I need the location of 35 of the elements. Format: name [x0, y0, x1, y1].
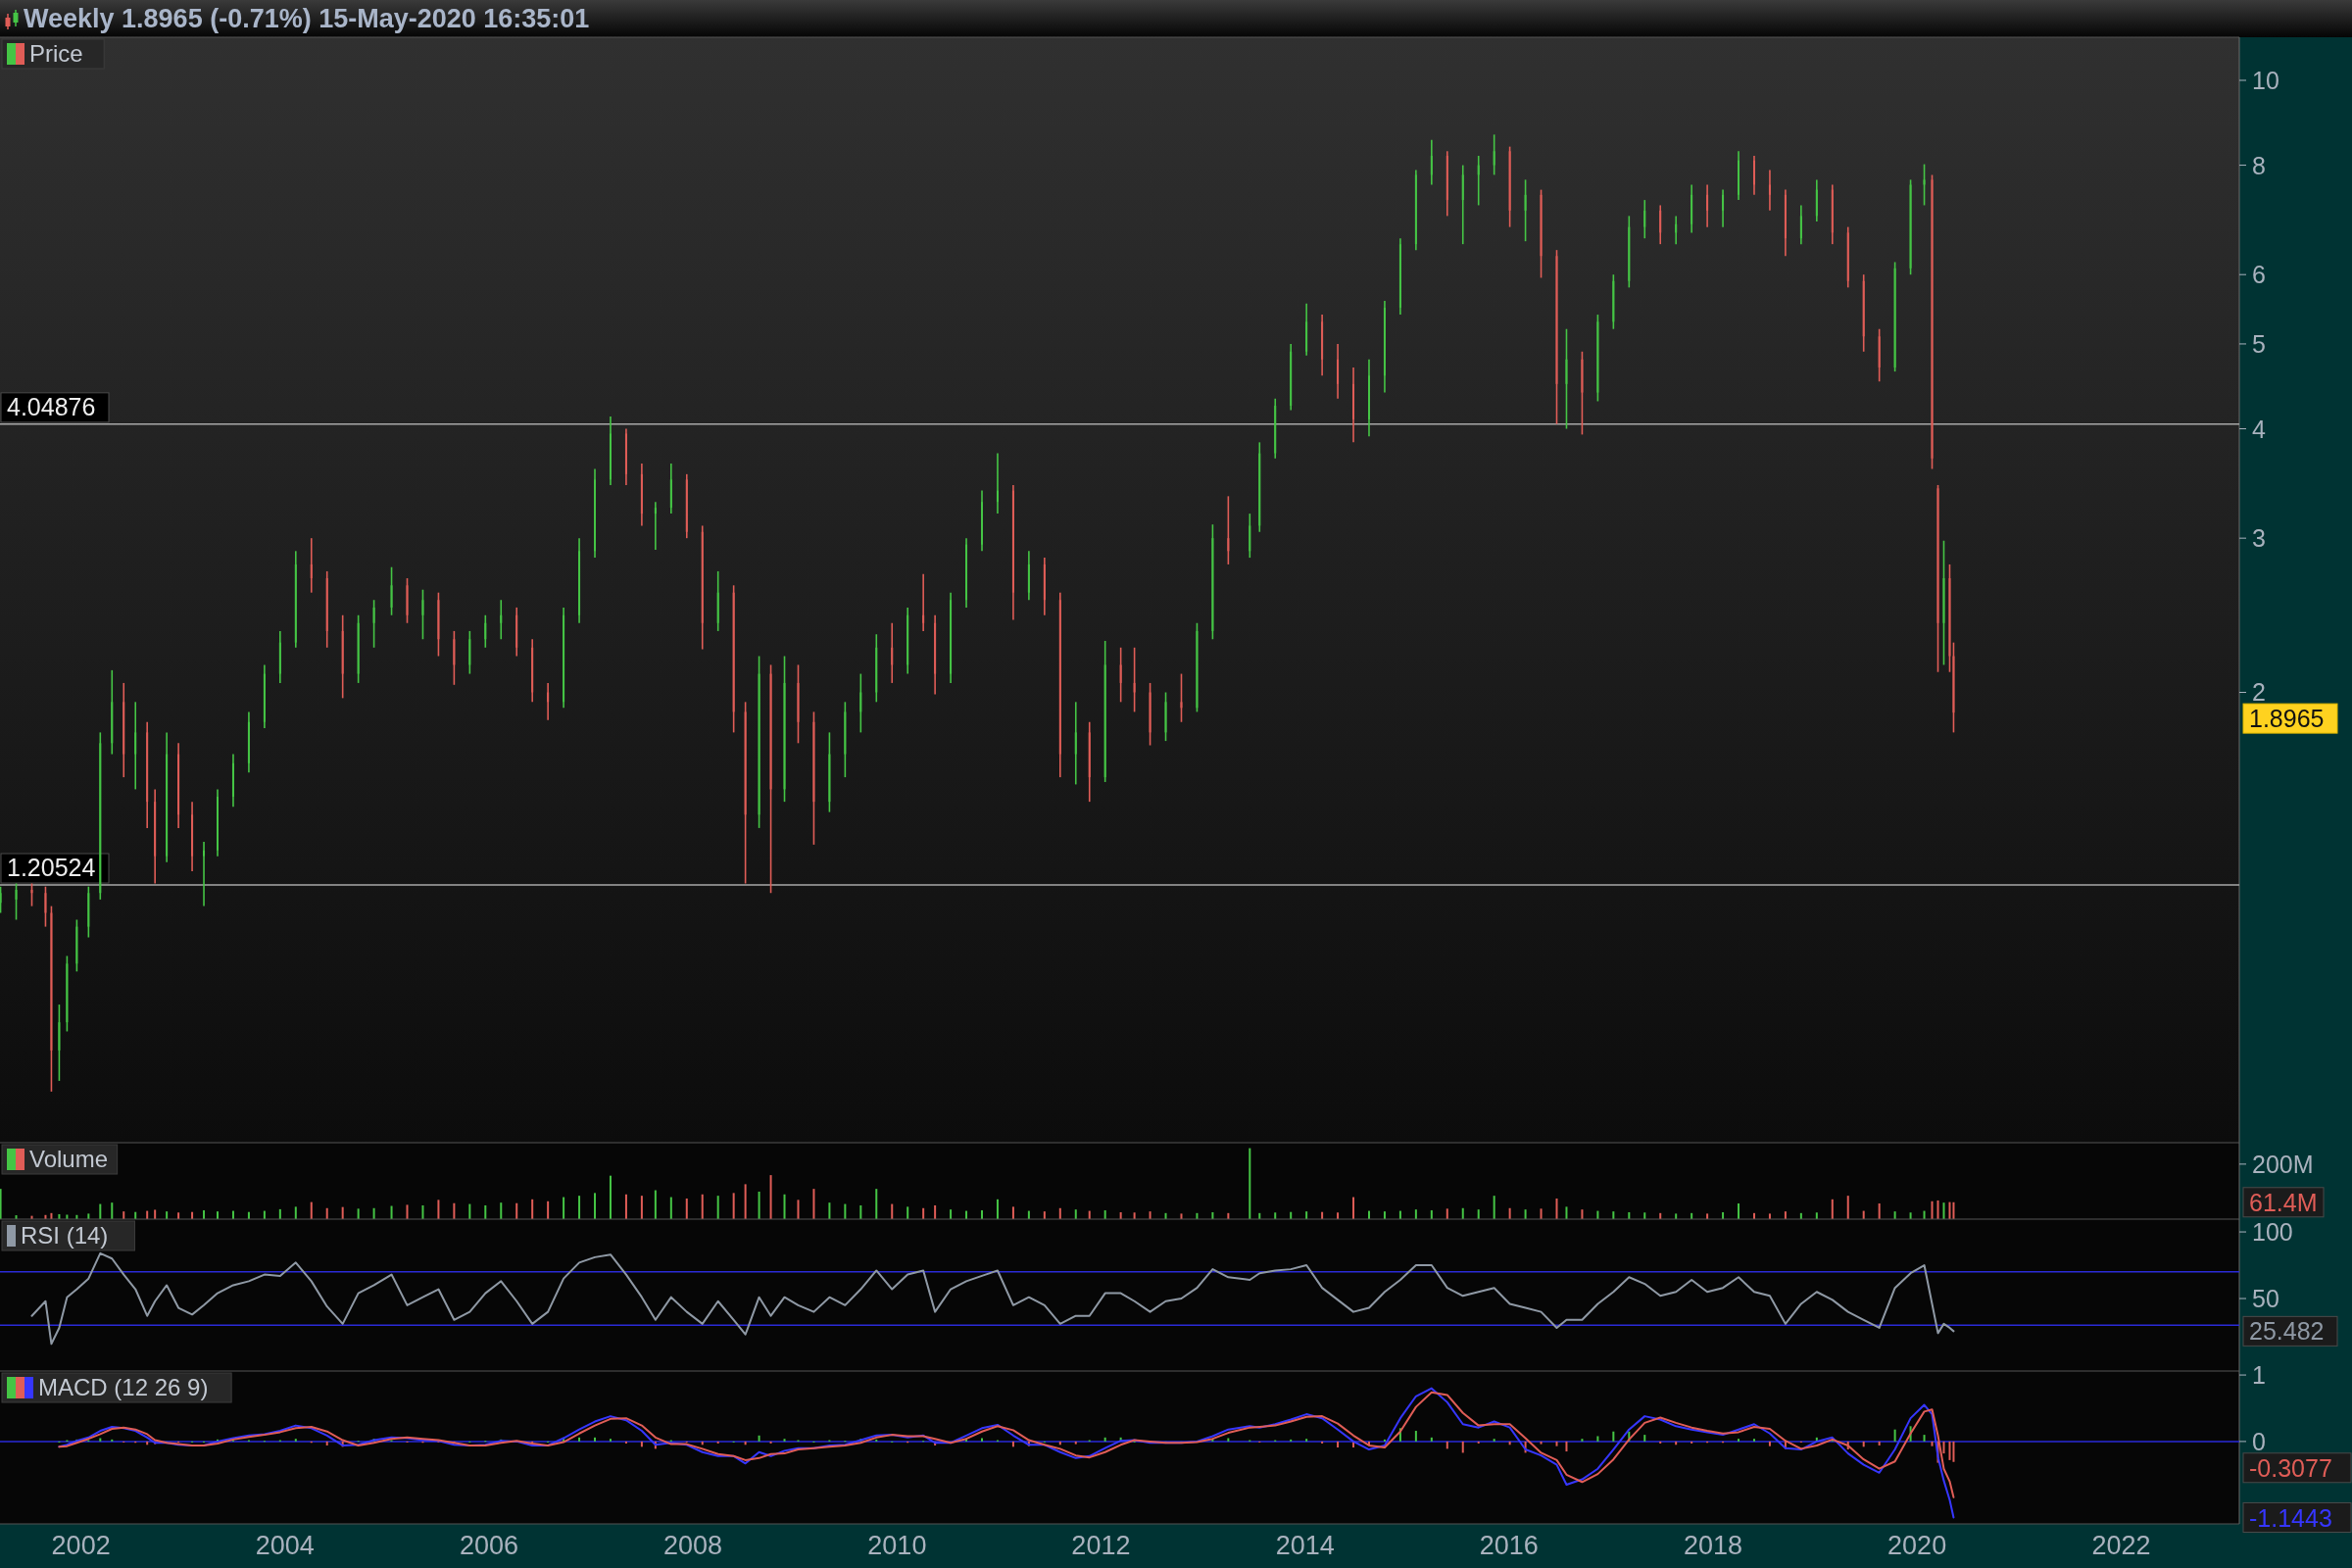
y-tick-label: 4 [2252, 415, 2266, 443]
x-tick-label: 2012 [1071, 1531, 1131, 1560]
legend-label: MACD (12 26 9) [38, 1374, 209, 1400]
chart-title: Weekly 1.8965 (-0.71%) 15-May-2020 16:35:01 [24, 4, 590, 33]
y-tick-label: 6 [2252, 261, 2266, 289]
text: -1.1443 [2249, 1503, 2332, 1532]
y-tick-label: 5 [2252, 329, 2266, 358]
x-tick-label: 2004 [255, 1531, 315, 1560]
x-tick-label: 2002 [51, 1531, 111, 1560]
y-tick-label: 3 [2252, 524, 2266, 553]
text: 25.482 [2249, 1317, 2325, 1346]
y-tick-label: 0 [2252, 1427, 2266, 1455]
x-tick-label: 2006 [459, 1531, 519, 1560]
y-tick-label: 8 [2252, 151, 2266, 179]
y-tick-label: 2 [2252, 678, 2266, 707]
text: 1.8965 [2249, 705, 2325, 733]
text: 61.4M [2249, 1188, 2318, 1216]
legend-label: Price [29, 40, 83, 67]
x-tick-label: 2022 [2091, 1531, 2151, 1560]
x-tick-label: 2010 [867, 1531, 927, 1560]
legend-label: RSI (14) [21, 1222, 109, 1249]
y-tick-label: 200M [2252, 1150, 2314, 1178]
y-tick-label: 1 [2252, 1361, 2266, 1390]
y-tick-label: 100 [2252, 1218, 2293, 1247]
x-tick-label: 2008 [663, 1531, 723, 1560]
y-tick-label: 50 [2252, 1285, 2279, 1313]
x-tick-label: 2014 [1275, 1531, 1335, 1560]
x-tick-label: 2016 [1479, 1531, 1539, 1560]
x-tick-label: 2020 [1887, 1531, 1947, 1560]
ref-line-label: 1.20524 [7, 854, 96, 882]
ref-line-label: 4.04876 [7, 392, 96, 420]
text: -0.3077 [2249, 1453, 2332, 1482]
legend-label: Volume [29, 1146, 109, 1172]
x-tick-label: 2018 [1684, 1531, 1743, 1560]
y-tick-label: 10 [2252, 66, 2279, 94]
